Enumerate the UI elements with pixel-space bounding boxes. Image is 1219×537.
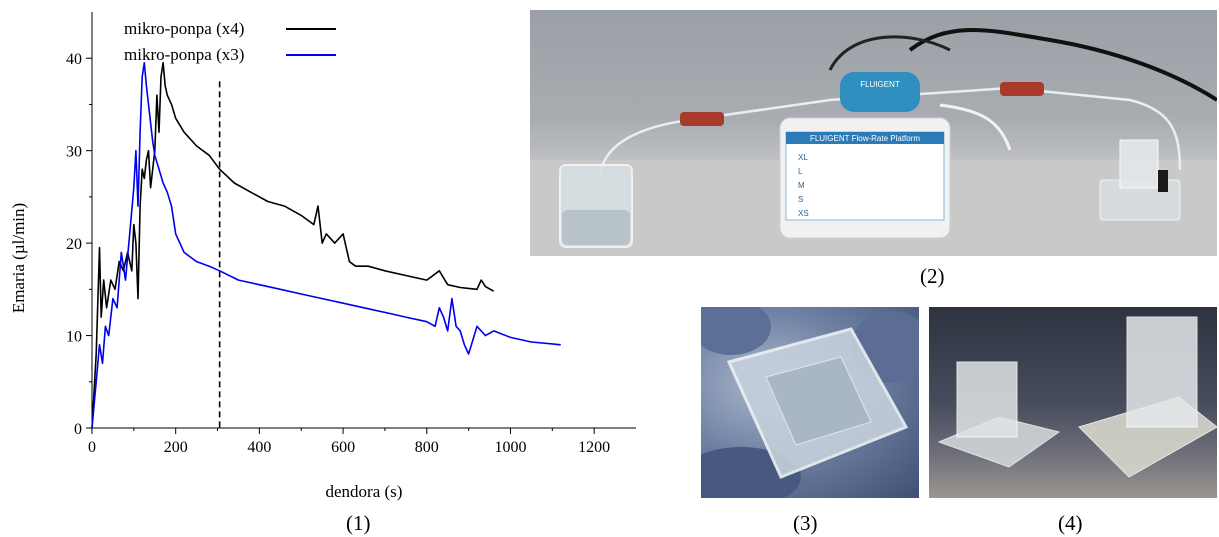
chip-in-hand-photo: [701, 307, 919, 498]
row-s: S: [798, 195, 803, 204]
panel-label-2: (2): [920, 264, 945, 288]
panel-label-4: (4): [1058, 511, 1083, 535]
y-tick-label: 40: [66, 51, 82, 68]
y-tick-label: 30: [66, 144, 82, 161]
chart-legend: mikro-ponpa (x4) mikro-ponpa (x3): [124, 19, 336, 64]
device-header-text: FLUIGENT Flow-Rate Platform: [810, 134, 920, 143]
x-tick-label: 0: [88, 439, 96, 456]
chip-connector: [1158, 170, 1168, 192]
row-m: M: [798, 181, 805, 190]
panel-label-1: (1): [346, 511, 371, 535]
flow-platform-photo: FLUIGENT Flow-Rate Platform XL L M S XS …: [530, 10, 1217, 256]
glove-finger-top: [701, 307, 771, 355]
legend-label-1: mikro-ponpa (x4): [124, 19, 244, 38]
x-axis-title: dendora (s): [326, 482, 403, 501]
series-line-2: [91, 61, 561, 429]
sensor-brand: FLUIGENT: [860, 80, 900, 89]
chip-tower-right: [1126, 316, 1198, 428]
flow-platform-illustration: FLUIGENT Flow-Rate Platform XL L M S XS …: [530, 28, 1217, 256]
white-cable: [939, 103, 1012, 151]
chart-axes: [91, 12, 636, 429]
chip-tower-left: [956, 361, 1018, 438]
row-l: L: [798, 167, 803, 176]
beaker-liquid: [562, 210, 630, 245]
row-xs: XS: [798, 209, 809, 218]
row-xl: XL: [798, 153, 808, 162]
x-tick-label: 400: [247, 439, 271, 456]
tubing: [598, 86, 1182, 181]
legend-label-2: mikro-ponpa (x3): [124, 45, 244, 64]
device-label-panel: [785, 131, 945, 221]
chip-well-array: [765, 356, 872, 446]
x-tick-label: 1000: [494, 439, 526, 456]
series-line-1: [91, 61, 495, 429]
black-cable: [908, 28, 1217, 102]
connector-left: [680, 112, 724, 126]
x-tick-label: 1200: [578, 439, 610, 456]
chip-in-hand-illustration: [701, 307, 919, 498]
x-tick-label: 800: [415, 439, 439, 456]
device-label-header: [786, 132, 944, 144]
chart-series: [91, 61, 561, 429]
y-axis-title: Emaria (µl/min): [9, 203, 28, 313]
x-tick-label: 200: [164, 439, 188, 456]
chip-tower: [1119, 139, 1159, 189]
stacked-chips-illustration: [937, 316, 1217, 478]
y-tick-label: 10: [66, 329, 82, 346]
stacked-chips-photo: [929, 307, 1217, 498]
x-tick-label: 600: [331, 439, 355, 456]
connector-right: [1000, 82, 1044, 96]
chart-ticks: 0 200 400 600 800 1000 1200 0 10 20 30 40: [66, 51, 610, 456]
flow-sensor: [840, 72, 920, 112]
black-cable-2: [828, 35, 951, 71]
y-tick-label: 0: [74, 421, 82, 438]
y-tick-label: 20: [66, 236, 82, 253]
flow-rate-chart: 0 200 400 600 800 1000 1200 0 10 20 30 40 mikro-pon…: [9, 12, 636, 501]
panel-label-3: (3): [793, 511, 818, 535]
